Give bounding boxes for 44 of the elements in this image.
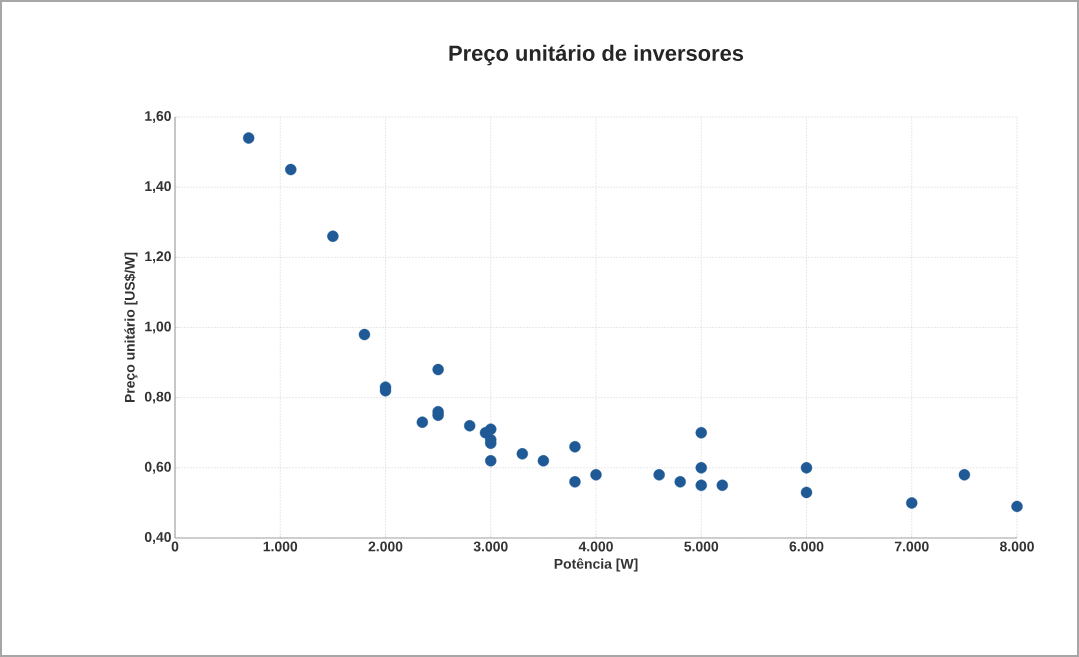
point [432,363,444,376]
x-tick-label: 2.000 [368,541,403,552]
point [716,479,729,492]
y-tick-label: 1,00 [145,321,171,334]
point [537,455,550,467]
point [485,423,497,435]
x-axis-title: Potência [W] [554,558,638,572]
point [516,448,529,460]
point [464,420,476,432]
point [906,497,918,509]
y-tick-label: 1,20 [145,251,171,264]
point [653,469,665,481]
point [590,469,602,481]
point [285,163,297,176]
point [695,462,707,474]
point [674,476,686,488]
x-tick-label: 8.000 [1000,541,1034,552]
point [416,416,429,428]
y-tick-label: 0,60 [144,461,171,474]
point [695,427,707,439]
point [242,132,255,144]
point [958,469,971,481]
chart-title: Preço unitário de inversores [449,44,744,66]
point [800,462,813,474]
x-tick-label: 3.000 [473,541,508,552]
y-axis-title: Preço unitário [US$/W] [124,252,138,403]
x-tick-label: 7.000 [894,541,929,552]
point [327,230,339,242]
x-tick-label: 1.000 [263,541,298,552]
point [695,479,707,492]
x-tick-label: 4.000 [578,541,613,552]
y-tick-label: 0,80 [144,391,171,404]
point [569,476,581,488]
y-tick-label: 1,40 [145,181,171,194]
point [800,486,813,499]
point [1011,500,1023,513]
x-tick-label: 5.000 [684,541,719,552]
x-tick-label: 0 [171,541,179,552]
point [358,328,371,341]
x-tick-label: 6.000 [789,541,824,552]
y-tick-label: 1,60 [145,111,171,123]
point [569,441,581,453]
point [485,455,497,467]
y-tick-label: 0,40 [144,532,171,544]
